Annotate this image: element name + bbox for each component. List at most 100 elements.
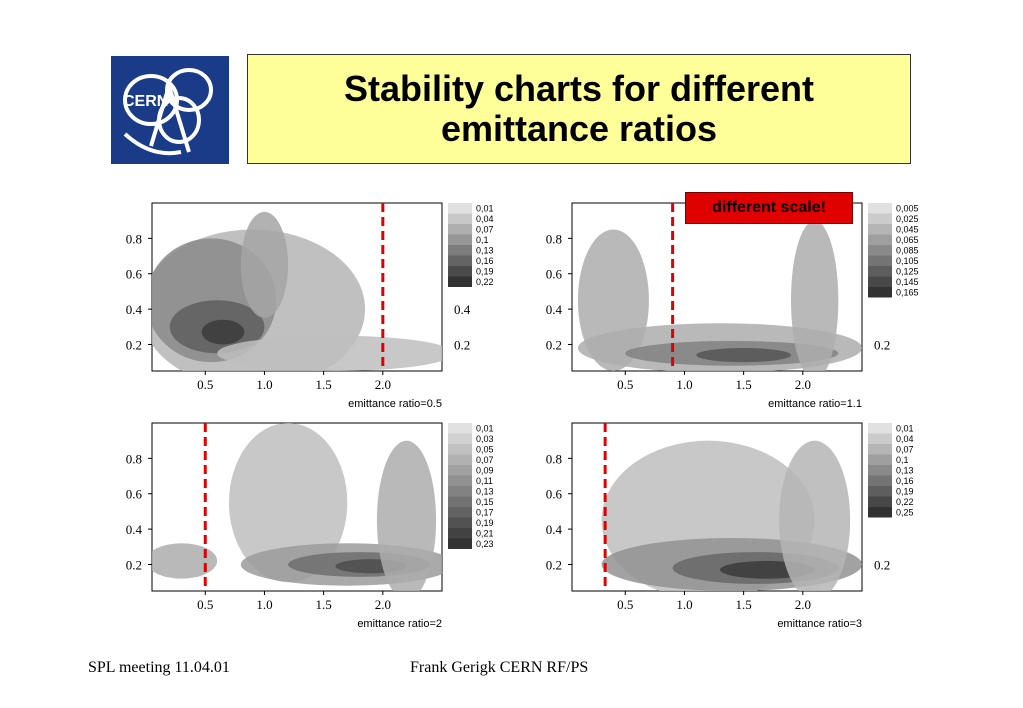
- legend-label: 0,01: [896, 424, 914, 434]
- legend-swatch: [448, 433, 472, 444]
- legend-swatch: [448, 203, 472, 214]
- legend-label: 0,04: [476, 214, 494, 224]
- y-tick-label: 0.6: [546, 487, 563, 502]
- legend-swatch: [448, 475, 472, 486]
- legend-label: 0,22: [476, 277, 494, 287]
- slide-title: Stability charts for different emittance…: [343, 68, 815, 149]
- y-tick-label: 0.8: [126, 451, 142, 466]
- footer-meeting: SPL meeting 11.04.01: [88, 659, 230, 676]
- legend-label: 0,25: [896, 508, 914, 518]
- legend-swatch: [448, 255, 472, 266]
- y-tick-label: 0.8: [126, 231, 142, 246]
- x-tick-label: 1.0: [676, 377, 692, 392]
- x-axis-label: emittance ratio=0.5: [348, 398, 442, 410]
- legend-label: 0,13: [896, 466, 914, 476]
- contour-group: [152, 423, 442, 591]
- legend-label: 0,17: [476, 508, 494, 518]
- chart-svg-2: 0.5 1.0 1.5 2.0 0.8 0.6 0.4 0.2 emittance ratio=…: [126, 422, 494, 630]
- legend-swatch: [868, 203, 892, 214]
- x-tick-label: 2.0: [375, 377, 391, 392]
- legend-swatch: [868, 266, 892, 277]
- legend-swatch: [868, 213, 892, 224]
- legend-label: 0,065: [896, 235, 919, 245]
- legend-swatch: [868, 496, 892, 507]
- chart-svg-3: 0.5 1.0 1.5 2.0 0.8 0.6 0.4 0.2 0.2 emittance rat…: [546, 422, 914, 630]
- chart-svg-1: 0.5 1.0 1.5 2.0 0.8 0.6 0.4 0.2 0.2 emittance rat…: [546, 202, 919, 410]
- legend-label: 0,07: [476, 455, 494, 465]
- chart-panel-emittance-1.1: 0.5 1.0 1.5 2.0 0.8 0.6 0.4 0.2 0.2 emittance rat…: [530, 195, 930, 415]
- legend-label: 0,04: [896, 434, 914, 444]
- legend-swatch: [448, 213, 472, 224]
- legend-swatch: [868, 276, 892, 287]
- x-axis-label: emittance ratio=3: [777, 618, 862, 630]
- legend-label: 0,005: [896, 204, 919, 214]
- legend-swatch: [868, 486, 892, 497]
- contour-region-3: [201, 319, 245, 345]
- contour-region-4: [790, 220, 839, 371]
- legend-swatch: [868, 475, 892, 486]
- legend-label: 0,19: [476, 518, 494, 528]
- legend-label: 0,16: [476, 256, 494, 266]
- legend-label: 0,05: [476, 445, 494, 455]
- legend-swatch: [868, 224, 892, 235]
- legend-swatch: [868, 234, 892, 245]
- y-tick-label: 0.6: [546, 267, 563, 282]
- legend-swatch: [868, 444, 892, 455]
- legend-label: 0,085: [896, 246, 919, 256]
- legend-label: 0,23: [476, 539, 494, 549]
- legend-swatch: [448, 528, 472, 539]
- y-tick-label: 0.2: [546, 337, 562, 352]
- legend-swatch: [448, 245, 472, 256]
- legend-swatch: [868, 245, 892, 256]
- legend-label: 0,11: [476, 476, 493, 486]
- chart-panel-emittance-0.5: 0.5 1.0 1.5 2.0 0.8 0.6 0.4 0.2 0.4 0.2 emittance …: [110, 195, 510, 415]
- legend-swatch: [448, 517, 472, 528]
- legend-label: 0,025: [896, 214, 919, 224]
- legend-label: 0,03: [476, 434, 494, 444]
- legend-swatch: [868, 454, 892, 465]
- contour-region-4: [240, 211, 289, 318]
- legend-swatch: [448, 507, 472, 518]
- legend-label: 0,045: [896, 225, 919, 235]
- legend-label: 0,07: [896, 445, 914, 455]
- legend-label: 0,01: [476, 204, 494, 214]
- legend-swatch: [448, 224, 472, 235]
- right-tick-label: 0.2: [874, 557, 890, 572]
- x-tick-label: 1.0: [256, 597, 272, 612]
- x-tick-label: 1.5: [736, 597, 752, 612]
- legend-swatch: [448, 465, 472, 476]
- x-tick-label: 0.5: [197, 597, 213, 612]
- legend-swatch: [868, 433, 892, 444]
- x-tick-label: 0.5: [617, 597, 633, 612]
- x-tick-label: 0.5: [617, 377, 633, 392]
- x-tick-label: 1.0: [256, 377, 272, 392]
- different-scale-warning: different scale!: [685, 192, 853, 224]
- contour-region-4: [779, 440, 851, 591]
- y-tick-label: 0.4: [546, 522, 563, 537]
- legend-label: 0,21: [476, 529, 494, 539]
- legend-swatch: [448, 234, 472, 245]
- right-tick-label: 0.4: [454, 302, 471, 317]
- legend-swatch: [448, 276, 472, 287]
- footer-author: Frank Gerigk CERN RF/PS: [410, 659, 589, 676]
- legend-label: 0,13: [476, 487, 494, 497]
- legend-label: 0,16: [896, 476, 914, 486]
- y-tick-label: 0.2: [126, 557, 142, 572]
- x-tick-label: 1.5: [736, 377, 752, 392]
- legend-swatch: [868, 255, 892, 266]
- legend-swatch: [448, 538, 472, 549]
- right-tick-label: 0.2: [874, 337, 890, 352]
- y-tick-label: 0.4: [126, 522, 143, 537]
- contour-group: [601, 440, 862, 591]
- y-tick-label: 0.4: [126, 302, 143, 317]
- legend-swatch: [448, 444, 472, 455]
- contour-region-3: [696, 348, 791, 363]
- legend-label: 0,07: [476, 225, 494, 235]
- legend-label: 0,22: [896, 497, 914, 507]
- chart-svg-0: 0.5 1.0 1.5 2.0 0.8 0.6 0.4 0.2 0.4 0.2 emittance …: [126, 202, 494, 410]
- x-tick-label: 2.0: [795, 377, 811, 392]
- legend-swatch: [868, 287, 892, 298]
- legend-swatch: [448, 496, 472, 507]
- legend-label: 0,165: [896, 288, 919, 298]
- legend-swatch: [868, 465, 892, 476]
